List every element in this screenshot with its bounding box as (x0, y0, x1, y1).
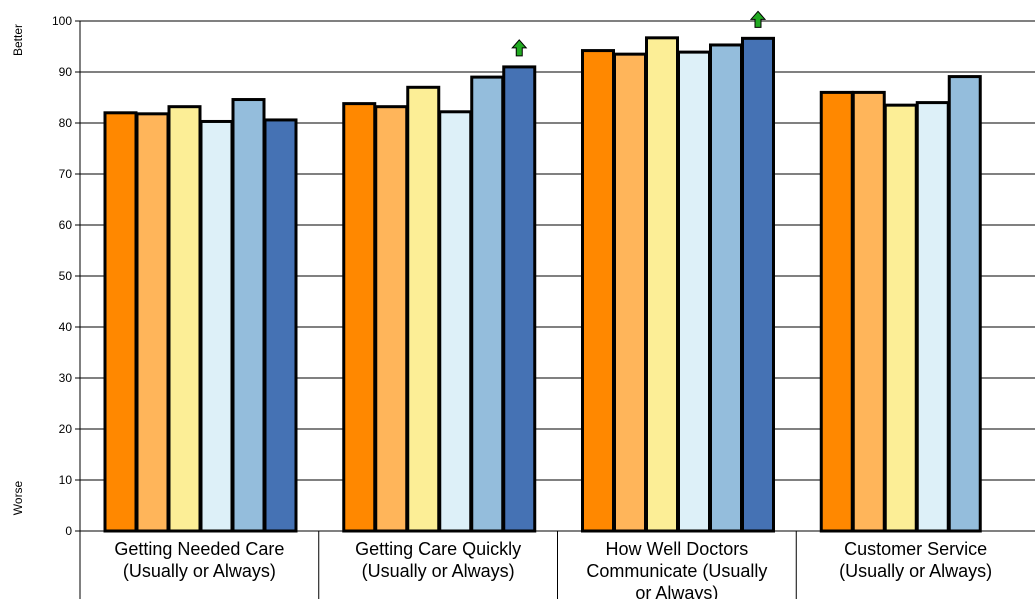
x-category-label-line: or Always) (635, 583, 718, 599)
y-tick-label: 90 (59, 65, 73, 79)
x-category-label-line: Getting Care Quickly (355, 539, 521, 559)
bar (167, 105, 202, 533)
x-category-label: How Well Doctors Communicate (Usually or A… (586, 539, 767, 599)
y-tick-label: 60 (59, 218, 73, 232)
y-tick-label: 40 (59, 320, 73, 334)
y-tick-label: 20 (59, 422, 73, 436)
bar (406, 85, 441, 533)
bar (677, 50, 711, 533)
up-arrow-icon (511, 39, 528, 57)
bar (502, 65, 537, 533)
bar (470, 75, 505, 533)
x-category-label-line: Communicate (Usually (586, 561, 767, 581)
bar (438, 110, 473, 533)
y-tick-label: 30 (59, 371, 73, 385)
labels: 0 10 20 30 40 50 60 70 80 90 100 Getting Needed Car… (52, 14, 992, 603)
bar (581, 49, 615, 533)
bar (135, 112, 170, 533)
y-tick-label: 70 (59, 167, 73, 181)
bar (613, 52, 647, 533)
bar (199, 119, 234, 533)
x-category-label: Getting Needed Care (Usually or Always) (114, 539, 284, 581)
y-tick-label: 0 (65, 524, 72, 538)
x-category-label: Customer Service (Usually or Always) (839, 539, 992, 581)
x-category-label-line: (Usually or Always) (123, 561, 276, 581)
x-category-label-line: Getting Needed Care (114, 539, 284, 559)
bar (819, 90, 854, 533)
x-category-label-line: How Well Doctors (606, 539, 749, 559)
x-category-label-line: (Usually or Always) (362, 561, 515, 581)
bar (883, 103, 918, 533)
bar (645, 36, 679, 533)
up-arrow-icon (749, 10, 767, 28)
axes (75, 20, 1035, 599)
bar (851, 90, 886, 533)
x-category-label-line: (Usually or Always) (839, 561, 992, 581)
y-axis-top-label: Better (11, 24, 25, 56)
bar (231, 98, 266, 533)
bar (741, 36, 775, 533)
x-category-label: Getting Care Quickly (Usually or Always) (355, 539, 521, 581)
bars (103, 36, 982, 533)
bar (915, 101, 950, 533)
x-category-label-line: Customer Service (844, 539, 987, 559)
y-tick-label: 10 (59, 473, 73, 487)
bar (709, 43, 743, 533)
annotations (511, 10, 767, 57)
bar (374, 105, 409, 533)
bar (342, 102, 377, 533)
bar (103, 111, 138, 533)
bar (263, 118, 298, 533)
bar (947, 75, 982, 533)
y-tick-label: 100 (52, 14, 72, 28)
y-tick-label: 50 (59, 269, 73, 283)
y-tick-label: 80 (59, 116, 73, 130)
y-axis-bottom-label: Worse (11, 480, 25, 515)
